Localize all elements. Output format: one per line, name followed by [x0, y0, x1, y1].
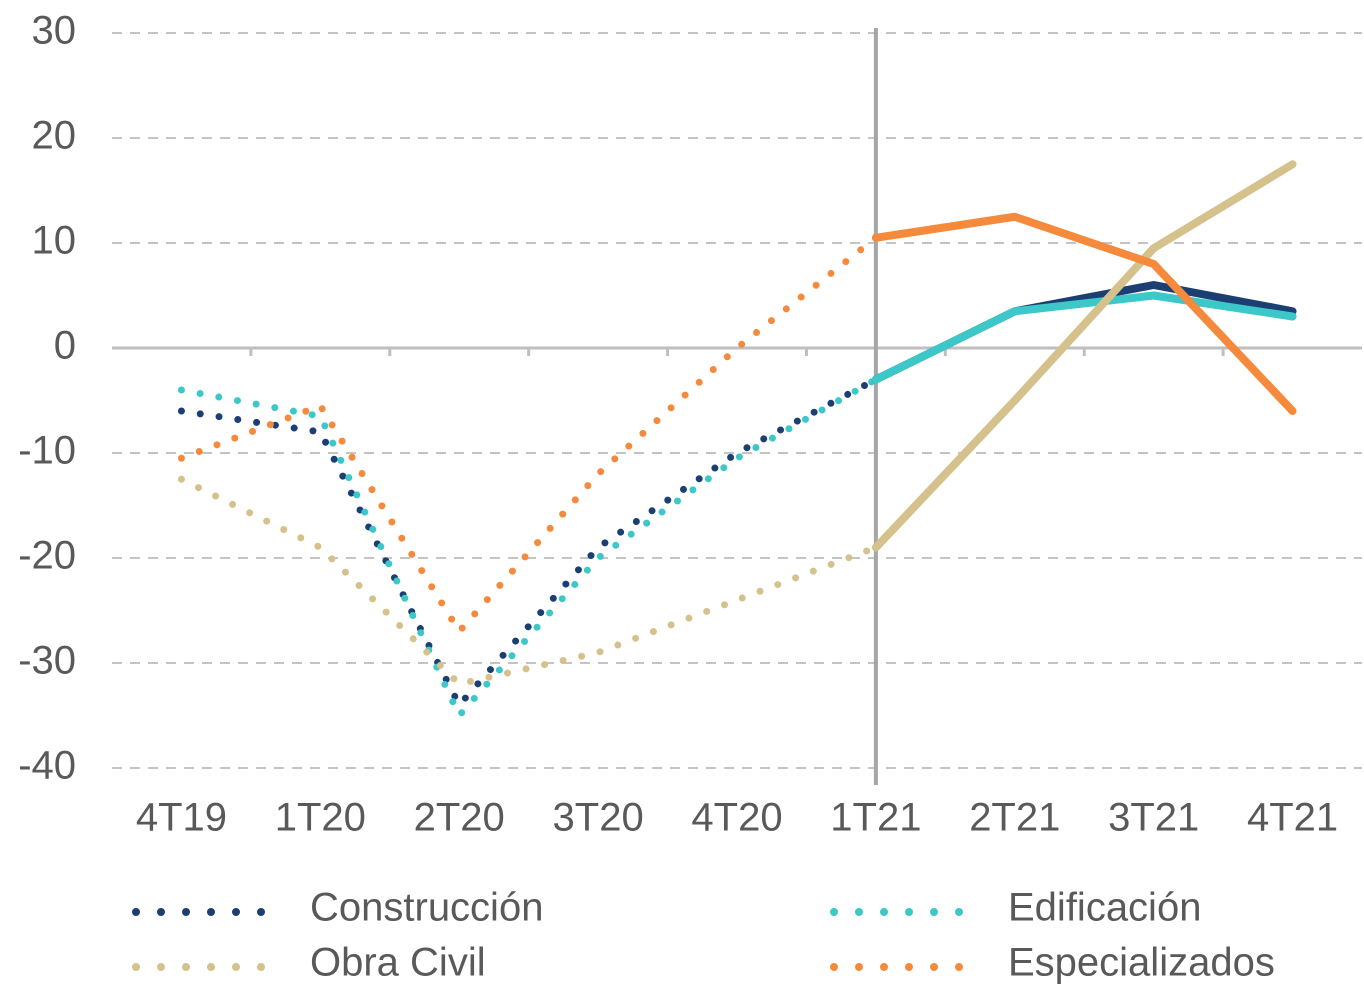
legend-label: Construcción — [310, 886, 543, 930]
series-line-solid — [871, 212, 1297, 415]
y-tick-label: -20 — [18, 534, 76, 578]
x-tick-label: 2T21 — [969, 796, 1060, 840]
x-tick-label: 4T19 — [136, 796, 227, 840]
x-tick-label: 1T21 — [830, 796, 921, 840]
series-line-solid — [871, 160, 1297, 552]
y-tick-label: 20 — [32, 114, 77, 158]
x-tick-label: 3T21 — [1108, 796, 1199, 840]
x-tick-label: 2T20 — [414, 796, 505, 840]
legend-label: Obra Civil — [310, 941, 486, 984]
series-line-dotted — [177, 376, 880, 709]
x-tick-label: 4T21 — [1247, 796, 1338, 840]
x-tick-label: 3T20 — [553, 796, 644, 840]
y-tick-label: 10 — [32, 219, 77, 263]
series-line-dotted — [177, 234, 880, 635]
series-line-solid — [871, 281, 1297, 384]
y-tick-label: 0 — [54, 324, 76, 368]
y-tick-label: -30 — [18, 639, 76, 683]
legend-label: Edificación — [1008, 886, 1201, 930]
legend-label: Especializados — [1008, 941, 1275, 984]
series-line-dotted — [177, 475, 880, 688]
series-line-solid — [871, 291, 1297, 384]
x-tick-label: 4T20 — [691, 796, 782, 840]
x-tick-label: 1T20 — [275, 796, 366, 840]
series-line-dotted — [177, 376, 880, 719]
y-tick-label: -40 — [18, 744, 76, 788]
y-tick-label: -10 — [18, 429, 76, 473]
y-tick-label: 30 — [32, 9, 77, 53]
